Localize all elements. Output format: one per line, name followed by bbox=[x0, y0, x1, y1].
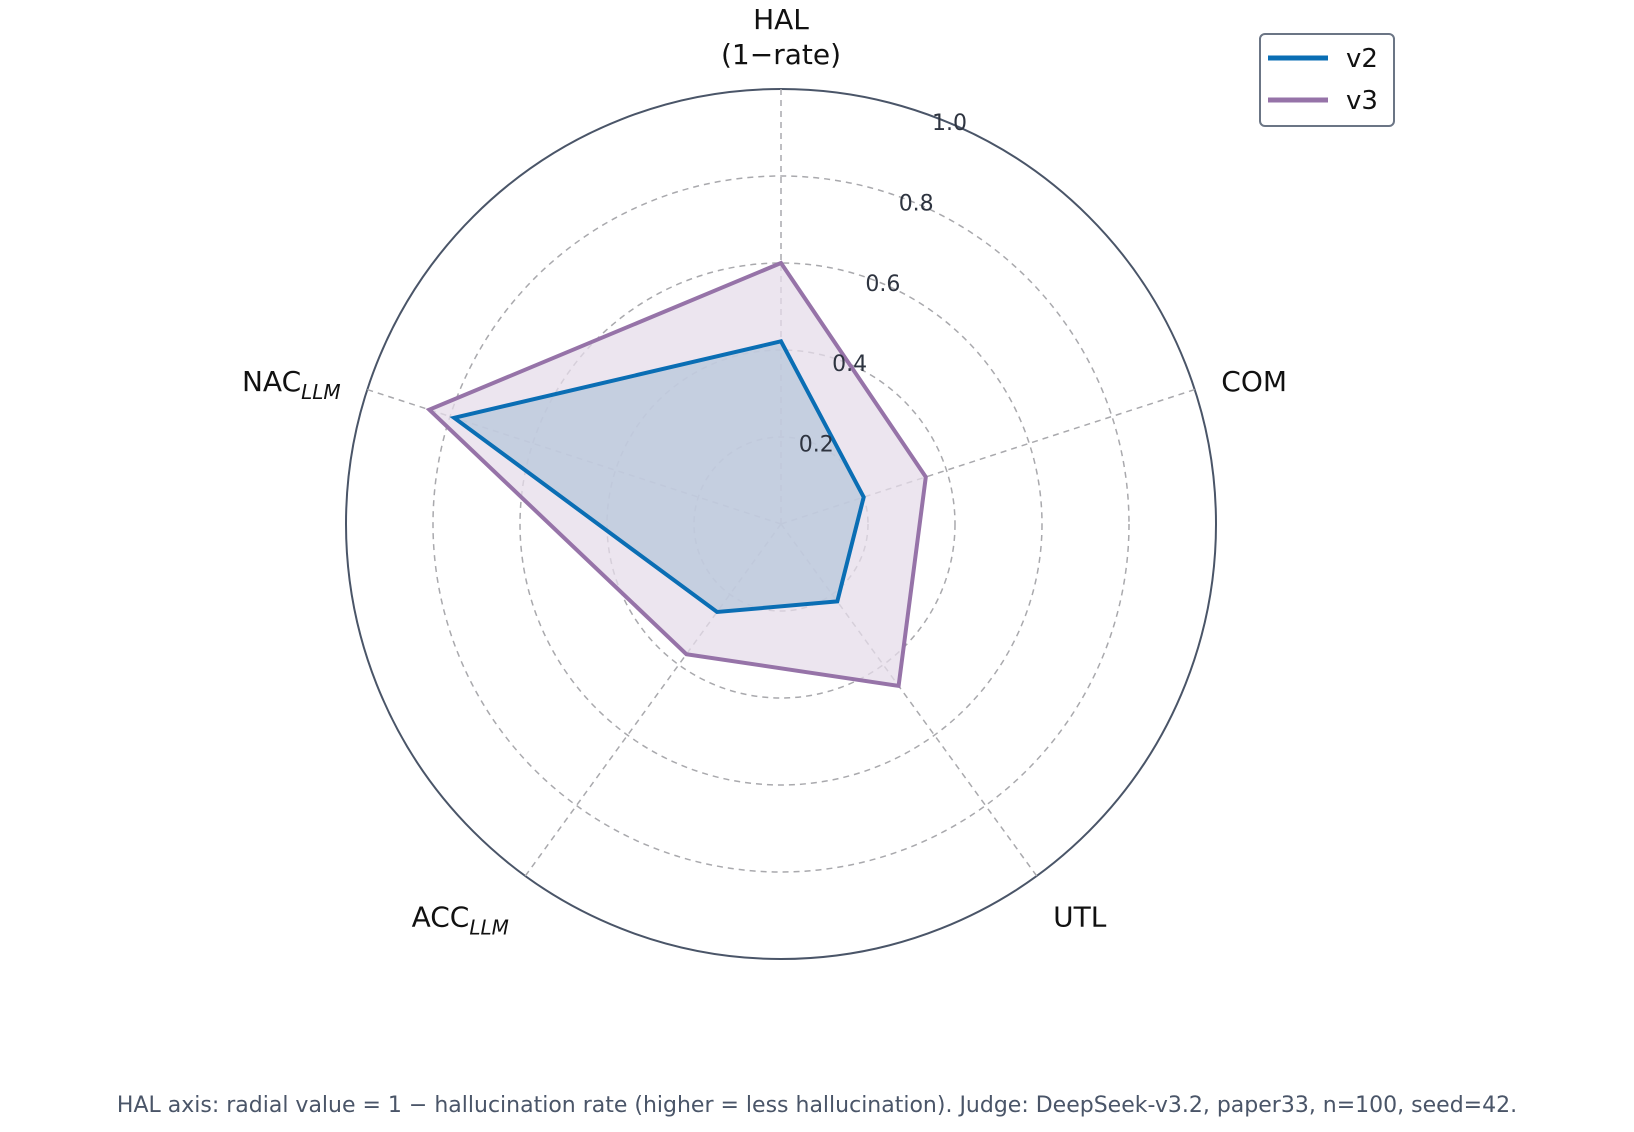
axis-label-hal-note: (1−rate) bbox=[721, 38, 841, 71]
tick-label: 0.4 bbox=[832, 352, 867, 377]
legend: v2 v3 bbox=[1259, 33, 1395, 127]
grid bbox=[345, 88, 1217, 960]
legend-label-v3: v3 bbox=[1346, 86, 1378, 116]
legend-label-v2: v2 bbox=[1346, 44, 1378, 74]
tick-label: 0.2 bbox=[799, 433, 834, 458]
tick-label: 1.0 bbox=[932, 111, 967, 136]
tick-label: 0.6 bbox=[865, 272, 900, 297]
axis-labels: HAL(1−rate) COM UTL ACCLLM NACLLM bbox=[242, 3, 1287, 940]
axis-label-hal: HAL bbox=[753, 3, 809, 36]
series-line-v2 bbox=[449, 339, 866, 615]
series-fill-v2 bbox=[454, 341, 864, 612]
series-line-v3 bbox=[425, 260, 928, 689]
series-layer bbox=[425, 260, 928, 689]
axis-label-utl: UTL bbox=[1053, 901, 1107, 934]
axis-label-nac: NACLLM bbox=[242, 365, 341, 404]
axis-label-com: COM bbox=[1221, 365, 1287, 398]
grid-ring bbox=[432, 175, 1130, 873]
grid-ring bbox=[519, 262, 1043, 786]
footnote: HAL axis: radial value = 1 − hallucinati… bbox=[117, 1093, 1517, 1118]
tick-label: 0.8 bbox=[899, 192, 934, 217]
tick-labels: 0.2 0.4 0.6 0.8 1.0 bbox=[799, 111, 967, 458]
axis-label-acc: ACCLLM bbox=[412, 901, 509, 940]
